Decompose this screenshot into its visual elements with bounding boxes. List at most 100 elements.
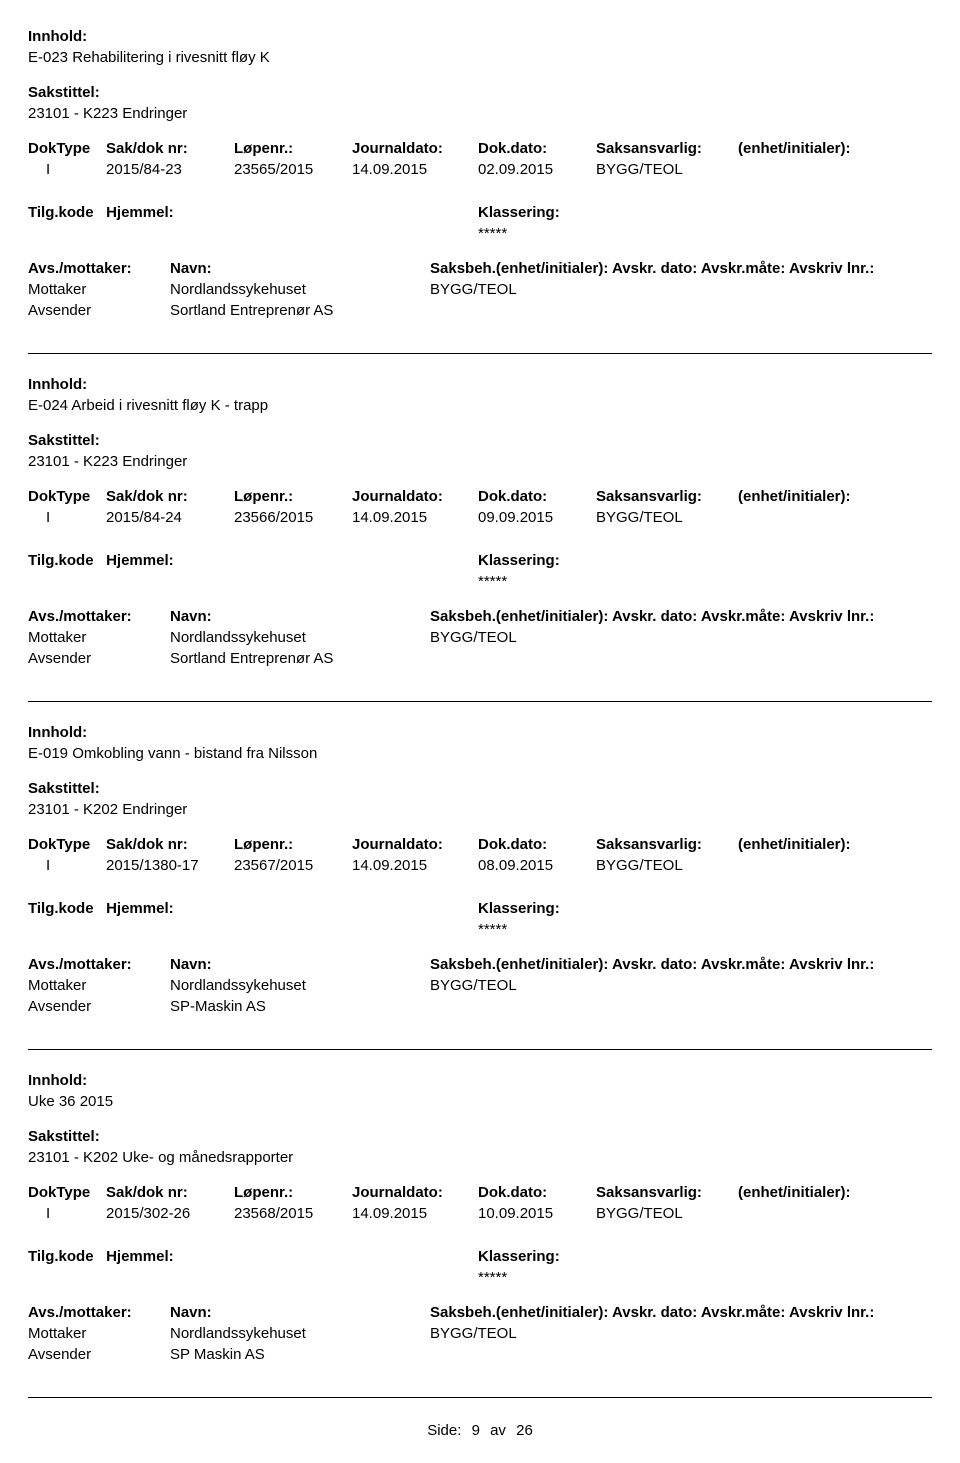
- val-sakdok: 2015/84-23: [106, 161, 234, 178]
- avsmottaker-label: Avs./mottaker:: [28, 1304, 130, 1321]
- party-header: Avs./mottaker: Navn: Saksbeh.(enhet/init…: [28, 260, 932, 277]
- entry-separator: [28, 701, 932, 702]
- innhold-value: E-024 Arbeid i rivesnitt fløy K - trapp: [28, 397, 932, 414]
- journal-entry: Innhold: E-023 Rehabilitering i rivesnit…: [28, 28, 932, 343]
- hjemmel-label: Hjemmel:: [106, 1248, 174, 1265]
- col-sakdok: Sak/dok nr:: [106, 488, 234, 505]
- avsmottaker-label: Avs./mottaker:: [28, 260, 130, 277]
- sakstittel-label: Sakstittel:: [28, 780, 932, 797]
- mottaker-name: Nordlandssykehuset: [170, 629, 430, 646]
- val-doktype: I: [28, 857, 106, 874]
- avsmottaker-label: Avs./mottaker:: [28, 608, 130, 625]
- val-saksansvarlig: BYGG/TEOL: [596, 857, 738, 874]
- col-lopenr: Løpenr.:: [234, 836, 352, 853]
- klassering-label: Klassering:: [478, 552, 932, 569]
- sakstittel-value: 23101 - K202 Uke- og månedsrapporter: [28, 1149, 932, 1166]
- navn-label: Navn:: [170, 1304, 430, 1321]
- innhold-label: Innhold:: [28, 376, 932, 393]
- col-ddato: Dok.dato:: [478, 140, 596, 157]
- avsender-label: Avsender: [28, 1346, 130, 1363]
- columns-values: I 2015/1380-17 23567/2015 14.09.2015 08.…: [28, 857, 932, 874]
- tilg-klassering-row: Tilg.kode Hjemmel: Klassering:: [28, 204, 932, 221]
- val-ddato: 08.09.2015: [478, 857, 596, 874]
- col-saksansvarlig: Saksansvarlig:: [596, 488, 738, 505]
- col-jdato: Journaldato:: [352, 488, 478, 505]
- col-lopenr: Løpenr.:: [234, 140, 352, 157]
- saksbeh-header: Saksbeh.(enhet/initialer): Avskr. dato: …: [430, 608, 932, 625]
- journal-entry: Innhold: E-024 Arbeid i rivesnitt fløy K…: [28, 376, 932, 691]
- navn-label: Navn:: [170, 608, 430, 625]
- col-doktype: DokType: [28, 488, 106, 505]
- klassering-value: *****: [478, 1269, 932, 1286]
- party-header: Avs./mottaker: Navn: Saksbeh.(enhet/init…: [28, 1304, 932, 1321]
- columns-values: I 2015/84-24 23566/2015 14.09.2015 09.09…: [28, 509, 932, 526]
- val-ddato: 02.09.2015: [478, 161, 596, 178]
- val-sakdok: 2015/1380-17: [106, 857, 234, 874]
- page-current: 9: [472, 1422, 480, 1439]
- saksbeh-header: Saksbeh.(enhet/initialer): Avskr. dato: …: [430, 956, 932, 973]
- entry-separator: [28, 1397, 932, 1398]
- avsender-label: Avsender: [28, 650, 130, 667]
- mottaker-name: Nordlandssykehuset: [170, 281, 430, 298]
- sakstittel-label: Sakstittel:: [28, 432, 932, 449]
- entry-separator: [28, 1049, 932, 1050]
- saksbeh-header: Saksbeh.(enhet/initialer): Avskr. dato: …: [430, 260, 932, 277]
- journal-entry: Innhold: Uke 36 2015 Sakstittel: 23101 -…: [28, 1072, 932, 1387]
- mottaker-sbeh: BYGG/TEOL: [430, 629, 932, 646]
- col-saksansvarlig: Saksansvarlig:: [596, 1184, 738, 1201]
- klassering-label: Klassering:: [478, 204, 932, 221]
- col-ddato: Dok.dato:: [478, 1184, 596, 1201]
- mottaker-label: Mottaker: [28, 977, 130, 994]
- avsender-label: Avsender: [28, 302, 130, 319]
- sakstittel-label: Sakstittel:: [28, 1128, 932, 1145]
- party-header: Avs./mottaker: Navn: Saksbeh.(enhet/init…: [28, 608, 932, 625]
- col-doktype: DokType: [28, 140, 106, 157]
- tilg-klassering-row: Tilg.kode Hjemmel: Klassering:: [28, 900, 932, 917]
- col-jdato: Journaldato:: [352, 140, 478, 157]
- avsmottaker-label: Avs./mottaker:: [28, 956, 130, 973]
- klassering-value-row: *****: [28, 573, 932, 590]
- avsender-row: Avsender SP Maskin AS: [28, 1346, 932, 1363]
- hjemmel-label: Hjemmel:: [106, 552, 174, 569]
- avsender-row: Avsender Sortland Entreprenør AS: [28, 302, 932, 319]
- val-lopenr: 23566/2015: [234, 509, 352, 526]
- col-jdato: Journaldato:: [352, 836, 478, 853]
- mottaker-sbeh: BYGG/TEOL: [430, 281, 932, 298]
- sakstittel-value: 23101 - K223 Endringer: [28, 105, 932, 122]
- mottaker-label: Mottaker: [28, 281, 130, 298]
- innhold-label: Innhold:: [28, 28, 932, 45]
- columns-header: DokType Sak/dok nr: Løpenr.: Journaldato…: [28, 488, 932, 505]
- columns-header: DokType Sak/dok nr: Løpenr.: Journaldato…: [28, 140, 932, 157]
- hjemmel-label: Hjemmel:: [106, 204, 174, 221]
- col-enhet: (enhet/initialer):: [738, 140, 932, 157]
- val-jdato: 14.09.2015: [352, 161, 478, 178]
- val-doktype: I: [28, 161, 106, 178]
- val-doktype: I: [28, 1205, 106, 1222]
- columns-header: DokType Sak/dok nr: Løpenr.: Journaldato…: [28, 836, 932, 853]
- klassering-value-row: *****: [28, 1269, 932, 1286]
- mottaker-row: Mottaker Nordlandssykehuset BYGG/TEOL: [28, 629, 932, 646]
- sakstittel-value: 23101 - K202 Endringer: [28, 801, 932, 818]
- col-lopenr: Løpenr.:: [234, 1184, 352, 1201]
- val-sakdok: 2015/302-26: [106, 1205, 234, 1222]
- columns-values: I 2015/302-26 23568/2015 14.09.2015 10.0…: [28, 1205, 932, 1222]
- tilgkode-label: Tilg.kode: [28, 552, 94, 569]
- tilgkode-label: Tilg.kode: [28, 1248, 94, 1265]
- val-saksansvarlig: BYGG/TEOL: [596, 161, 738, 178]
- page-total: 26: [516, 1422, 533, 1439]
- innhold-label: Innhold:: [28, 724, 932, 741]
- klassering-label: Klassering:: [478, 900, 932, 917]
- col-ddato: Dok.dato:: [478, 836, 596, 853]
- col-saksansvarlig: Saksansvarlig:: [596, 140, 738, 157]
- klassering-value: *****: [478, 225, 932, 242]
- innhold-value: Uke 36 2015: [28, 1093, 932, 1110]
- val-lopenr: 23568/2015: [234, 1205, 352, 1222]
- val-lopenr: 23567/2015: [234, 857, 352, 874]
- innhold-value: E-023 Rehabilitering i rivesnitt fløy K: [28, 49, 932, 66]
- klassering-value: *****: [478, 573, 932, 590]
- val-ddato: 10.09.2015: [478, 1205, 596, 1222]
- mottaker-sbeh: BYGG/TEOL: [430, 977, 932, 994]
- party-header: Avs./mottaker: Navn: Saksbeh.(enhet/init…: [28, 956, 932, 973]
- col-doktype: DokType: [28, 836, 106, 853]
- klassering-value-row: *****: [28, 921, 932, 938]
